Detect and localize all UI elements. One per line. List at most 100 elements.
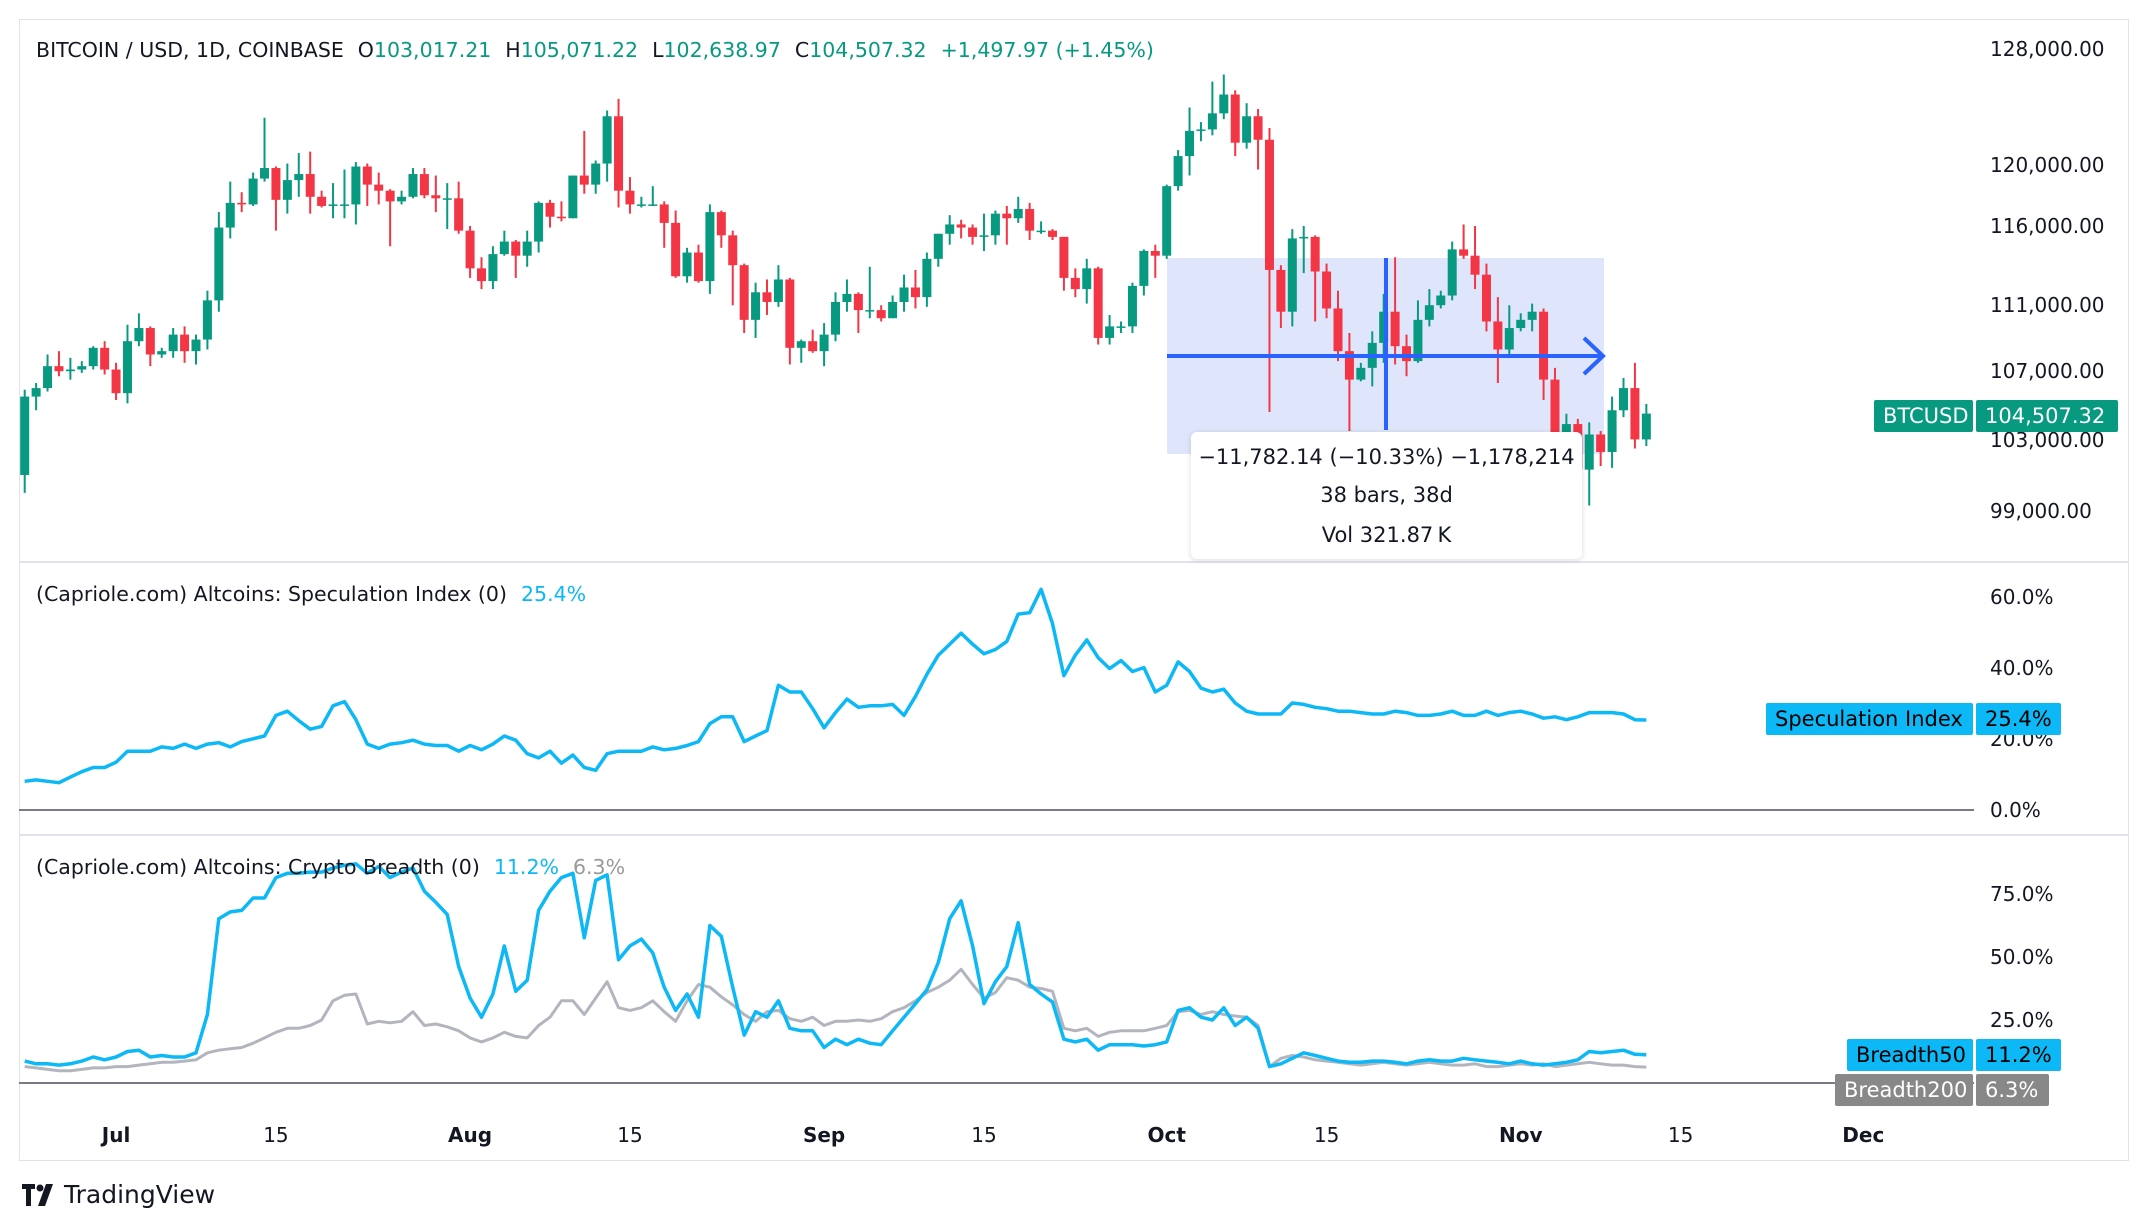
- candle: [556, 201, 566, 222]
- spec-value-tag: 25.4%: [1976, 703, 2061, 735]
- candle-body: [648, 204, 658, 206]
- b50-legend-value: 11.2%: [493, 855, 559, 879]
- candle: [511, 239, 521, 278]
- candle-body: [1162, 186, 1172, 256]
- candle: [1253, 108, 1263, 170]
- breadth-tick-label: 25.0%: [1990, 1008, 2054, 1032]
- candle: [1584, 422, 1594, 506]
- candle: [1344, 332, 1354, 432]
- candle: [956, 219, 966, 239]
- breadth50-line: [24, 862, 1647, 1069]
- candle-body: [1607, 410, 1617, 452]
- candle-body: [157, 351, 167, 355]
- spec-title[interactable]: (Capriole.com) Altcoins: Speculation Ind…: [36, 582, 507, 606]
- candle: [522, 230, 532, 267]
- candle: [1493, 297, 1503, 384]
- b200-legend-value: 6.3%: [572, 855, 626, 879]
- tradingview-logo-icon: [22, 1183, 53, 1206]
- candle: [579, 130, 589, 194]
- candle: [362, 163, 372, 206]
- candle: [1619, 377, 1628, 418]
- candle-body: [1059, 236, 1069, 278]
- candle: [990, 210, 1000, 245]
- candle-body: [1299, 236, 1309, 239]
- candle-body: [888, 301, 898, 319]
- candle-body: [122, 341, 132, 394]
- price-tick-label: 111,000.00: [1990, 293, 2105, 318]
- time-tick-label: 15: [263, 1123, 289, 1147]
- candle: [1082, 258, 1092, 304]
- candle: [716, 210, 726, 248]
- candle-body: [1436, 295, 1446, 306]
- candle: [282, 163, 292, 214]
- candle: [134, 313, 144, 347]
- spec-tick-label: 0.0%: [1990, 798, 2041, 822]
- spec-legend-value: 25.4%: [520, 582, 587, 606]
- candle-body: [1036, 230, 1046, 233]
- candle: [1059, 236, 1069, 291]
- candle: [933, 233, 943, 267]
- candle-body: [1630, 388, 1640, 440]
- candle: [636, 196, 646, 208]
- candle: [31, 383, 41, 411]
- candle: [773, 265, 783, 307]
- candle-body: [419, 174, 429, 196]
- breadth-title[interactable]: (Capriole.com) Altcoins: Crypto Breadth …: [36, 855, 480, 879]
- candle: [1116, 321, 1126, 333]
- candle-body: [339, 204, 349, 206]
- candle-body: [1356, 367, 1366, 380]
- candle-body: [625, 190, 635, 205]
- candle-body: [1402, 346, 1412, 362]
- candle: [431, 175, 441, 213]
- candle: [1481, 263, 1491, 332]
- candle-body: [751, 292, 761, 320]
- candle-body: [1253, 116, 1263, 140]
- time-tick-label: Nov: [1498, 1123, 1543, 1147]
- candle: [1093, 266, 1103, 345]
- candle: [65, 357, 75, 380]
- candle-body: [54, 366, 64, 372]
- candle: [728, 230, 738, 306]
- candle-body: [534, 202, 544, 242]
- candle: [534, 201, 544, 253]
- candle: [202, 290, 212, 350]
- range-volume-text: Vol 321.87 K: [1321, 523, 1452, 547]
- time-tick-label: Dec: [1842, 1123, 1885, 1147]
- candle-body: [1242, 116, 1252, 143]
- candle-body: [397, 196, 407, 202]
- candle: [762, 279, 772, 315]
- candle-body: [202, 300, 212, 340]
- candle-body: [865, 310, 875, 312]
- range-tooltip: −11,782.14 (−10.33%) −1,178,214 38 bars,…: [1191, 432, 1582, 559]
- candle-body: [1207, 113, 1217, 130]
- price-tick-label: 107,000.00: [1990, 359, 2105, 384]
- candle: [1139, 249, 1149, 296]
- candle-body: [488, 254, 498, 282]
- candle: [568, 175, 578, 219]
- candle-body: [1150, 250, 1160, 256]
- candle-body: [351, 166, 361, 205]
- candle: [408, 168, 418, 199]
- candle: [1390, 257, 1400, 365]
- candle: [648, 186, 658, 206]
- candle-body: [671, 222, 681, 277]
- candle: [1127, 282, 1137, 333]
- candle-body: [979, 235, 989, 237]
- candle-body: [191, 339, 201, 352]
- candle: [808, 329, 818, 353]
- candle-body: [1082, 268, 1092, 290]
- change-value: +1,497.97 (+1.45%): [940, 38, 1154, 62]
- breadth-tick-label: 75.0%: [1990, 882, 2054, 906]
- candle: [1230, 90, 1240, 157]
- candle: [968, 224, 978, 245]
- candle-body: [1276, 269, 1286, 312]
- symbol-title[interactable]: BITCOIN / USD, 1D, COINBASE: [36, 38, 344, 62]
- candle-body: [237, 202, 247, 205]
- candle-body: [1013, 209, 1023, 219]
- indicator-lines: [24, 587, 1647, 1073]
- tradingview-logo[interactable]: TradingView: [22, 1180, 215, 1209]
- candle-body: [145, 328, 155, 355]
- candle-body: [168, 334, 178, 352]
- candle-body: [214, 227, 224, 301]
